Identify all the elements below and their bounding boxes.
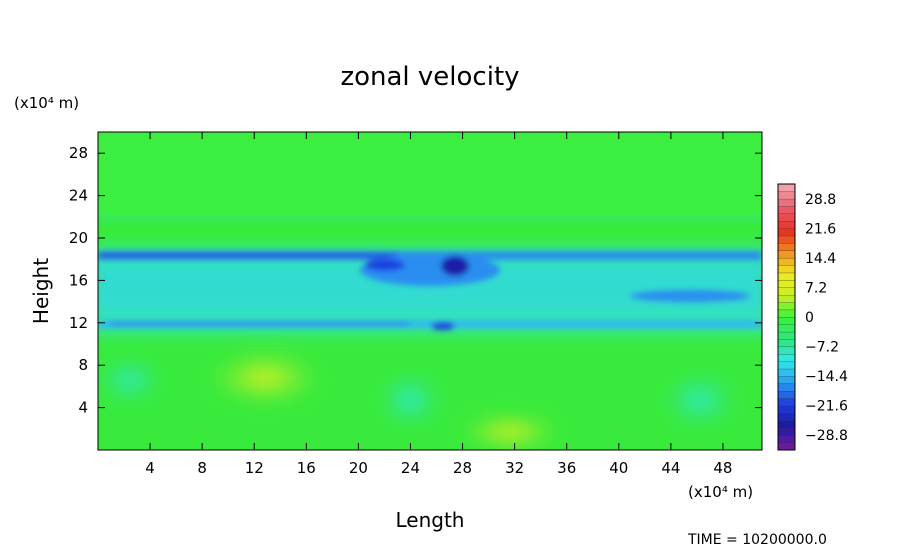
y-tick-label: 20: [69, 229, 88, 247]
colorbar-segment: [777, 375, 796, 384]
colorbar-segment: [777, 265, 796, 274]
y-tick-label: 4: [78, 399, 88, 417]
colorbar-segment: [777, 442, 796, 451]
colorbar-segment: [777, 191, 796, 200]
x-axis: 4 8 12 16 20 24 28 32 36 40 44 48: [145, 132, 732, 477]
y-axis-title: Height: [29, 258, 53, 324]
x-tick-label: 4: [145, 459, 155, 477]
colorbar: 28.8 21.6 14.4 7.2 0 −7.2 −14.4 −21.6 −28.8: [777, 183, 848, 451]
chart-title: zonal velocity: [340, 62, 519, 92]
colorbar-tick-label: −7.2: [805, 340, 839, 356]
y-unit-label: (x10⁴ m): [14, 94, 79, 112]
colorbar-tick-label: −28.8: [805, 428, 848, 444]
colorbar-segment: [777, 272, 796, 281]
colorbar-segment: [777, 346, 796, 355]
colorbar-segment: [777, 339, 796, 348]
colorbar-segment: [777, 368, 796, 377]
surface-hot-spot: [330, 432, 480, 450]
time-label: TIME = 10200000.0: [687, 532, 827, 544]
cyan-blob-low-2: [660, 370, 740, 430]
x-tick-label: 32: [505, 459, 524, 477]
colorbar-segment: [777, 383, 796, 392]
vortex-core: [441, 256, 469, 276]
colorbar-segment: [777, 287, 796, 296]
colorbar-tick-label: −14.4: [805, 369, 848, 385]
colorbar-tick-label: −21.6: [805, 399, 848, 415]
x-tick-label: 8: [197, 459, 207, 477]
colorbar-segment: [777, 235, 796, 244]
colorbar-segment: [777, 361, 796, 370]
x-tick-label: 40: [609, 459, 628, 477]
colorbar-segment: [777, 206, 796, 215]
colorbar-segment: [777, 257, 796, 266]
plot-frame: [97, 131, 763, 451]
colorbar-segment: [777, 294, 796, 303]
x-tick-label: 16: [297, 459, 316, 477]
x-unit-label: (x10⁴ m): [688, 483, 753, 501]
colorbar-frame: [777, 183, 796, 451]
y-tick-label: 8: [78, 356, 88, 374]
colorbar-tick-label: 0: [805, 310, 814, 326]
thin-band-top: [98, 217, 762, 220]
lower-shear-core: [110, 322, 410, 326]
low-vortex: [431, 322, 455, 330]
colorbar-segment: [777, 242, 796, 251]
y-tick-label: 28: [69, 144, 88, 162]
colorbar-segment: [777, 183, 796, 192]
yellow-blob-left: [210, 350, 320, 406]
cyan-blob-low-1: [375, 370, 445, 430]
colorbar-segment: [777, 331, 796, 340]
upper-jet-core: [98, 253, 398, 258]
y-tick-label: 16: [69, 271, 88, 289]
x-tick-label: 36: [557, 459, 576, 477]
colorbar-segment: [777, 324, 796, 333]
vortex-secondary: [365, 259, 405, 271]
colorbar-segment: [777, 279, 796, 288]
colorbar-segment: [777, 220, 796, 229]
x-tick-label: 48: [713, 459, 732, 477]
x-tick-label: 12: [245, 459, 264, 477]
lower-shear-band: [98, 320, 762, 328]
colorbar-tick-label: 28.8: [805, 192, 836, 208]
y-tick-label: 24: [69, 187, 88, 205]
colorbar-tick-label: 21.6: [805, 221, 836, 237]
colorbar-segment: [777, 228, 796, 237]
x-tick-label: 28: [453, 459, 472, 477]
colorbar-segment: [777, 435, 796, 444]
colorbar-segment: [777, 302, 796, 311]
colorbar-segment: [777, 420, 796, 429]
y-axis: 4 8 12 16 20 24 28: [69, 144, 762, 417]
colorbar-segment: [777, 405, 796, 414]
cyan-blob-low-3: [98, 355, 165, 405]
colorbar-segment: [777, 398, 796, 407]
right-blue-streak: [630, 290, 750, 302]
colorbar-segment: [777, 309, 796, 318]
colorbar-segment: [777, 213, 796, 222]
colorbar-tick-label: 14.4: [805, 251, 836, 267]
x-tick-label: 20: [349, 459, 368, 477]
colorbar-segment: [777, 316, 796, 325]
colorbar-segment: [777, 427, 796, 436]
yellow-blob-right: [460, 412, 560, 450]
colorbar-segment: [777, 250, 796, 259]
x-axis-title: Length: [396, 508, 465, 532]
colorbar-segment: [777, 198, 796, 207]
upper-layer: [98, 132, 762, 217]
colorbar-segment: [777, 353, 796, 362]
y-tick-label: 12: [69, 314, 88, 332]
colorbar-segment: [777, 390, 796, 399]
colorbar-segment: [777, 412, 796, 421]
x-tick-label: 24: [401, 459, 420, 477]
colorbar-tick-label: 7.2: [805, 280, 827, 296]
x-tick-label: 44: [661, 459, 680, 477]
heatmap-field: [98, 132, 762, 450]
